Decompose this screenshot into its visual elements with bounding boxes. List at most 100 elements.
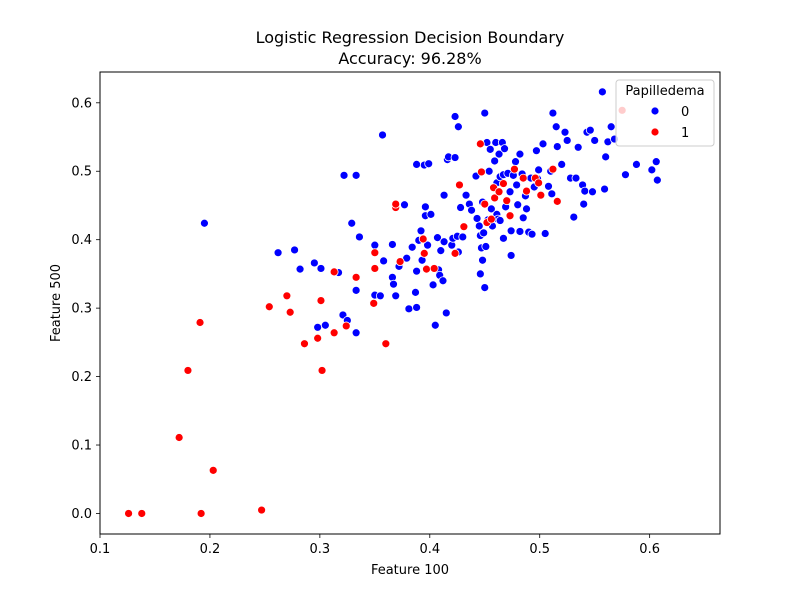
data-point-class-0 — [309, 258, 319, 268]
data-point-class-0 — [515, 149, 525, 159]
data-point-class-0 — [494, 149, 504, 159]
data-point-class-0 — [200, 218, 209, 228]
data-point-class-1 — [282, 291, 292, 301]
data-point-class-1 — [419, 248, 429, 258]
data-point-class-1 — [341, 321, 351, 331]
data-point-class-1 — [450, 248, 460, 258]
data-point-class-0 — [632, 159, 641, 169]
data-point-class-1 — [429, 264, 439, 273]
data-point-class-0 — [412, 303, 422, 312]
data-point-class-0 — [552, 142, 562, 152]
data-point-class-0 — [400, 200, 409, 210]
data-point-class-0 — [547, 189, 557, 199]
data-point-class-0 — [420, 202, 430, 212]
y-tick-label: 0.4 — [71, 233, 92, 248]
x-tick-label: 0.6 — [639, 542, 660, 557]
data-point-class-0 — [456, 203, 465, 212]
data-point-class-1 — [494, 187, 504, 197]
data-point-class-0 — [439, 190, 449, 200]
data-point-class-0 — [453, 122, 463, 132]
data-point-class-0 — [532, 146, 541, 156]
data-point-class-0 — [601, 152, 611, 162]
data-point-class-0 — [484, 166, 494, 176]
y-tick-label: 0.1 — [71, 439, 92, 454]
data-point-class-1 — [502, 196, 512, 206]
data-point-class-1 — [548, 164, 558, 174]
data-point-class-0 — [557, 159, 567, 169]
data-point-class-0 — [573, 142, 583, 152]
x-tick-label: 0.2 — [200, 542, 221, 557]
data-point-class-0 — [412, 159, 422, 169]
data-point-class-1 — [499, 179, 508, 188]
data-point-class-0 — [411, 287, 420, 297]
data-point-class-1 — [208, 465, 218, 475]
data-point-class-0 — [486, 204, 496, 214]
data-point-class-1 — [459, 222, 469, 232]
data-point-class-1 — [174, 433, 184, 442]
data-point-class-1 — [422, 264, 431, 274]
data-point-class-0 — [433, 233, 442, 243]
data-point-class-1 — [317, 366, 327, 375]
data-point-class-0 — [569, 212, 579, 222]
data-point-class-0 — [339, 170, 349, 180]
data-point-class-0 — [479, 228, 489, 238]
data-point-class-0 — [370, 240, 380, 250]
data-point-class-0 — [461, 190, 471, 200]
points-layer — [124, 87, 662, 518]
data-point-class-0 — [404, 304, 414, 314]
x-tick-label: 0.4 — [419, 542, 440, 557]
data-point-class-0 — [588, 187, 597, 197]
data-point-class-0 — [379, 256, 389, 266]
data-point-class-0 — [424, 159, 434, 169]
data-point-class-0 — [273, 248, 283, 258]
data-point-class-1 — [124, 509, 133, 518]
data-point-class-0 — [652, 175, 662, 185]
data-point-class-1 — [351, 272, 361, 282]
data-point-class-0 — [423, 240, 432, 250]
data-point-class-0 — [495, 216, 505, 225]
data-point-class-0 — [527, 229, 537, 239]
plot-frame — [99, 71, 721, 535]
data-point-class-0 — [351, 170, 361, 180]
data-point-class-0 — [438, 276, 448, 286]
data-point-class-0 — [647, 165, 657, 175]
y-tick-label: 0.3 — [71, 302, 92, 317]
legend-box — [615, 79, 715, 147]
data-point-class-1 — [316, 296, 326, 306]
data-point-class-0 — [560, 127, 570, 137]
x-tick-label: 0.5 — [529, 542, 550, 557]
data-point-class-0 — [407, 242, 417, 252]
y-tick-label: 0.6 — [71, 96, 92, 111]
data-point-class-1 — [418, 234, 428, 244]
x-tick-label: 0.3 — [310, 542, 331, 557]
data-point-class-0 — [480, 108, 490, 118]
data-point-class-0 — [522, 204, 531, 214]
data-point-class-0 — [544, 181, 553, 191]
data-point-class-0 — [538, 139, 548, 149]
data-point-class-0 — [513, 200, 523, 210]
data-point-class-0 — [518, 213, 528, 223]
data-point-class-1 — [285, 307, 295, 317]
data-point-class-0 — [480, 283, 490, 293]
data-point-class-0 — [474, 221, 484, 231]
data-point-class-0 — [439, 237, 449, 247]
data-point-class-0 — [295, 264, 305, 274]
data-point-class-0 — [478, 255, 487, 265]
data-point-class-0 — [450, 112, 460, 121]
data-point-class-0 — [515, 227, 525, 236]
data-point-class-1 — [477, 167, 486, 177]
data-point-class-0 — [347, 218, 357, 228]
data-point-class-0 — [475, 269, 485, 279]
data-point-class-1 — [552, 196, 562, 206]
data-point-class-0 — [511, 157, 520, 167]
data-point-class-0 — [436, 246, 446, 256]
data-point-class-0 — [512, 180, 522, 190]
data-point-class-1 — [455, 180, 464, 190]
data-point-class-0 — [389, 279, 398, 289]
data-point-class-0 — [316, 264, 326, 273]
data-point-class-1 — [195, 318, 205, 327]
legend: Papilledema 0 1 — [615, 79, 715, 147]
data-point-class-1 — [329, 328, 339, 338]
data-point-class-1 — [183, 366, 193, 375]
